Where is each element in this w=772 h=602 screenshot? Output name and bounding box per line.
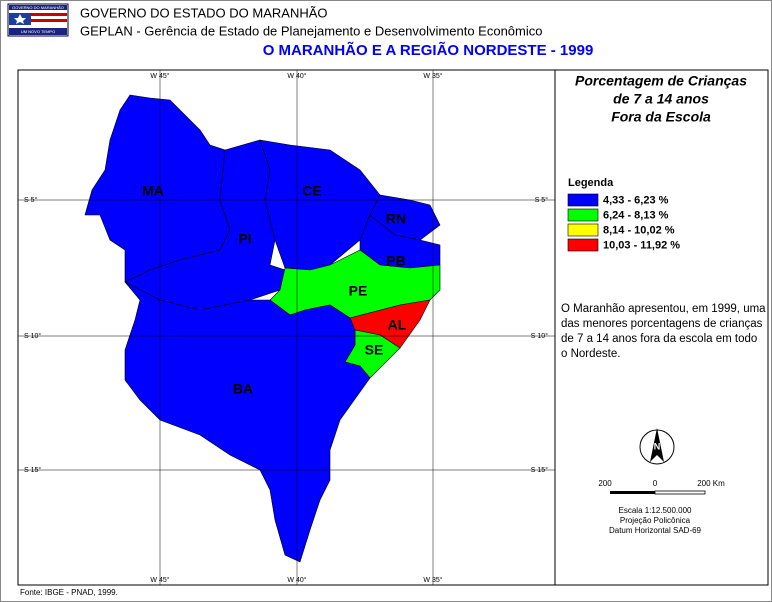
north-needle — [650, 428, 664, 462]
header-line: GOVERNO DO ESTADO DO MARANHÃO — [80, 5, 328, 20]
state-label: PB — [386, 253, 405, 269]
scale-tick: 200 — [598, 479, 612, 488]
north-label: N — [654, 441, 661, 451]
scale-segment — [654, 490, 706, 495]
header-line: GEPLAN - Gerência de Estado de Planejame… — [80, 23, 542, 38]
map-title: O MARANHÃO E A REGIÃO NORDESTE - 1999 — [263, 41, 594, 59]
logo-band — [9, 28, 67, 35]
state — [124, 281, 371, 563]
graticule-label: W 35° — [423, 576, 442, 584]
logo-band — [9, 5, 67, 10]
footer: Fonte: IBGE - PNAD, 1999. — [20, 588, 118, 597]
panel-title: de 7 a 14 anos — [613, 91, 709, 107]
north-arrow: N — [639, 428, 675, 465]
legend-label: 10,03 - 11,92 % — [603, 239, 680, 251]
logo-star — [14, 14, 26, 24]
legend-title: Legenda — [568, 177, 614, 189]
note: O Maranhão apresentou, em 1999, uma das … — [561, 303, 766, 360]
state-label: RN — [386, 211, 406, 227]
scale-note: Datum Horizontal SAD-69 — [609, 526, 702, 535]
legend-label: 6,24 - 8,13 % — [603, 209, 669, 221]
legend-swatch — [567, 193, 599, 207]
state-label: CE — [302, 183, 321, 199]
state-label: SE — [365, 342, 384, 358]
scale-tick: 200 Km — [697, 479, 725, 488]
logo-stripe — [31, 19, 67, 22]
scale-note: Projeção Policônica — [620, 516, 691, 525]
state-label: PE — [349, 283, 368, 299]
state — [259, 139, 381, 271]
legend: 4,33 - 6,23 % 6,24 - 8,13 % 8,14 - 10,02 %… — [567, 193, 680, 252]
scale-segment — [610, 491, 655, 494]
graticule: W 45° W 45° W 40° W 40° W 35° W 35° S 5° S 5° S … — [18, 70, 555, 585]
legend-swatch — [567, 223, 599, 237]
state-label: BA — [233, 381, 253, 397]
state-label: MA — [142, 183, 164, 199]
panel-frame — [554, 69, 769, 586]
logo: GOVERNO DO MARANHÃO UM NOVO TEMPO — [7, 3, 69, 37]
graticule-label: W 45° — [150, 72, 169, 80]
panel-title: Fora da Escola — [611, 109, 711, 125]
graticule-label: S 10° — [531, 332, 548, 340]
graticule-label: S 15° — [24, 466, 41, 474]
graticule-label: S 10° — [24, 332, 41, 340]
scale-note: Escala 1:12.500.000 — [619, 506, 692, 515]
state-label: AL — [388, 317, 407, 333]
graticule-label: S 5° — [535, 196, 549, 204]
graticule-label: S 5° — [24, 196, 38, 204]
legend-swatch — [567, 238, 599, 252]
legend-label: 4,33 - 6,23 % — [603, 194, 669, 206]
scale-bar — [610, 490, 706, 495]
state-label: PI — [238, 231, 251, 247]
graticule-label: W 40° — [287, 72, 306, 80]
note-box: O Maranhão apresentou, em 1999, uma das … — [561, 303, 766, 360]
logo-stripe — [31, 13, 67, 16]
graticule-label: S 15° — [531, 466, 548, 474]
logo-text: UM NOVO TEMPO — [21, 29, 55, 34]
logo-text: GOVERNO DO MARANHÃO — [12, 5, 64, 10]
legend-swatch — [567, 208, 599, 222]
legend-label: 8,14 - 10,02 % — [603, 224, 675, 236]
graticule-label: W 40° — [287, 576, 306, 584]
scale-tick: 0 — [653, 479, 658, 488]
graticule-label: W 45° — [150, 576, 169, 584]
panel-title: Porcentagem de Crianças — [575, 73, 747, 89]
graticule-label: W 35° — [423, 72, 442, 80]
